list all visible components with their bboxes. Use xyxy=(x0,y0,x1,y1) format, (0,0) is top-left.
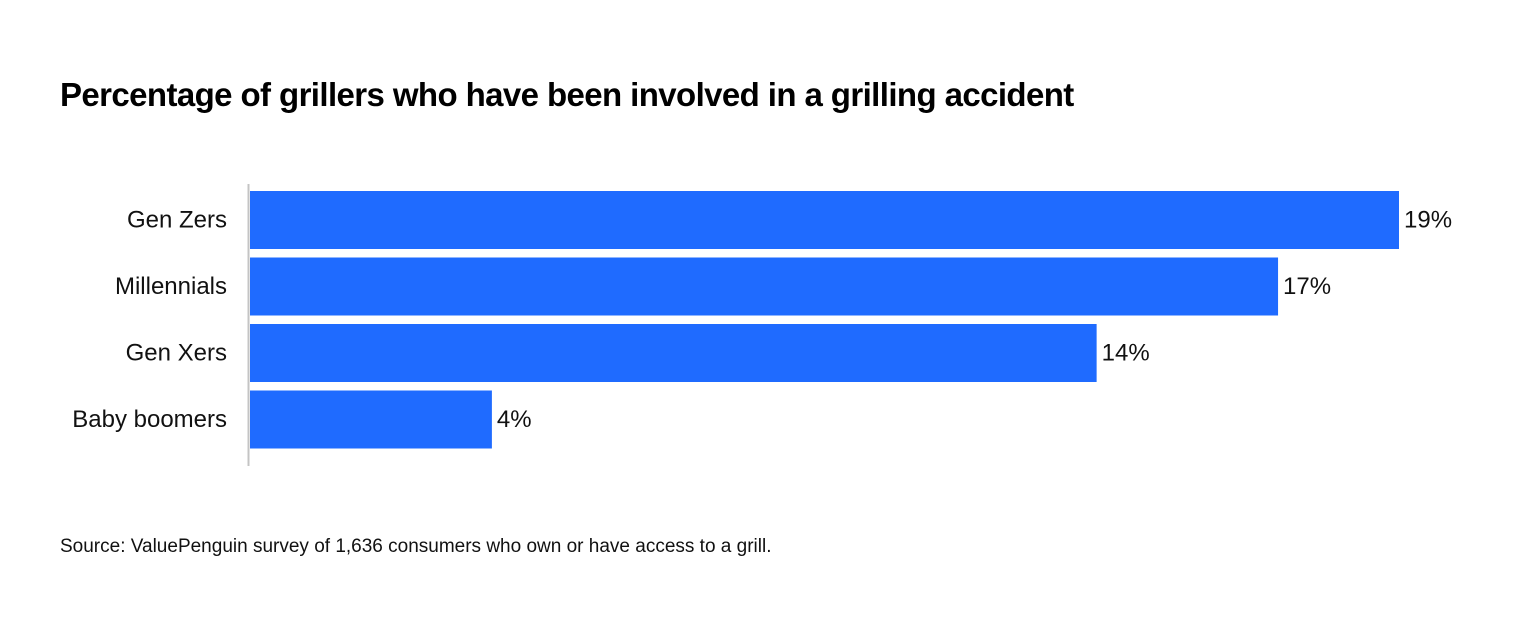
bar-millennials xyxy=(250,257,1279,316)
category-label: Gen Zers xyxy=(127,207,227,234)
value-label: 14% xyxy=(1102,340,1150,367)
bar-gen-xers xyxy=(250,324,1097,382)
category-label: Baby boomers xyxy=(72,406,227,433)
category-label: Gen Xers xyxy=(126,340,227,367)
value-label: 19% xyxy=(1404,207,1452,234)
bars-layer: Gen Zers 19% Millennials 17% Gen Xers 14% Baby… xyxy=(72,191,1452,449)
value-label: 17% xyxy=(1283,273,1331,300)
value-label: 4% xyxy=(497,406,532,433)
bar-baby-boomers xyxy=(250,390,492,449)
bar-gen-zers xyxy=(250,191,1399,249)
chart-title: Percentage of grillers who have been inv… xyxy=(60,76,1074,113)
category-label: Millennials xyxy=(115,273,227,300)
source-note: Source: ValuePenguin survey of 1,636 con… xyxy=(60,536,772,557)
